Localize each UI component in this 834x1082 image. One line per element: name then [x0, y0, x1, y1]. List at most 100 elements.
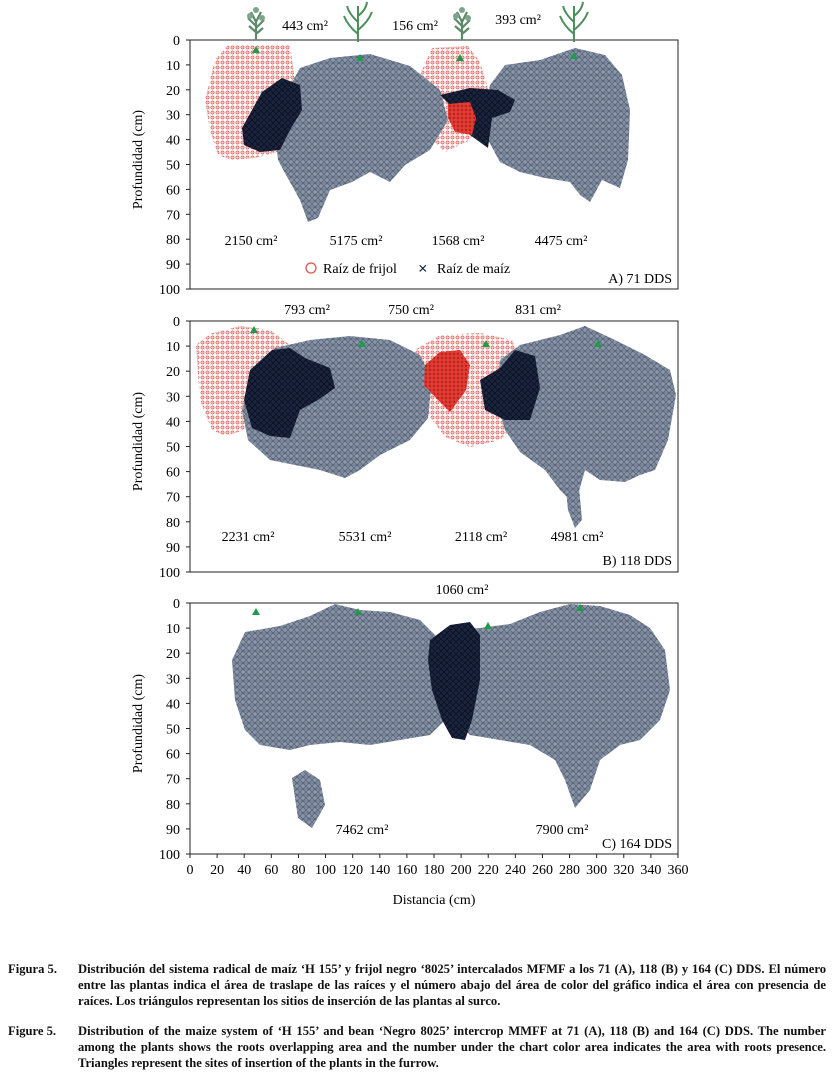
root-area-label: 2118 cm²	[455, 530, 507, 545]
y-tick-label: 60	[166, 748, 180, 763]
x-tick-label: 340	[640, 863, 661, 878]
x-tick-label: 260	[532, 863, 553, 878]
x-tick-label: 240	[505, 863, 526, 878]
panel-a-plant-marker	[356, 54, 364, 61]
root-area-label: 4981 cm²	[551, 530, 604, 545]
x-axis-label: Distancia (cm)	[393, 893, 476, 908]
panel-label: C) 164 DDS	[602, 837, 672, 852]
root-area-label: 2231 cm²	[222, 530, 275, 545]
panel-a-overlap-left	[242, 78, 302, 152]
panel-a-maize-root-right	[485, 48, 630, 202]
overlap-area-label: 443 cm²	[282, 19, 328, 34]
y-tick-label: 100	[159, 283, 180, 298]
overlap-area-label: 831 cm²	[515, 303, 561, 318]
x-tick-label: 300	[586, 863, 607, 878]
panel-c-plant-marker	[484, 622, 492, 629]
y-tick-label: 80	[166, 516, 180, 531]
x-tick-label: 160	[396, 863, 417, 878]
y-tick-label: 30	[166, 672, 180, 687]
root-area-label: 1568 cm²	[432, 234, 485, 249]
panel-b-plant-marker	[594, 340, 602, 347]
panel-label: A) 71 DDS	[608, 272, 672, 287]
y-tick-label: 0	[173, 34, 180, 49]
legend-bean-marker	[305, 262, 317, 274]
panel-c-maize-root-left-tail	[292, 770, 325, 828]
root-area-label: 5175 cm²	[330, 234, 383, 249]
panel-a-plant-marker	[570, 52, 578, 59]
y-tick-label: 50	[166, 723, 180, 738]
root-area-label: 7900 cm²	[536, 823, 589, 838]
y-tick-label: 40	[166, 697, 180, 712]
panel-b-labels: 793 cm² 750 cm² 831 cm² 2231 cm² 5531 cm² 211…	[222, 303, 672, 569]
y-tick-label: 70	[166, 773, 180, 788]
panel-c-maize-root-right	[440, 604, 670, 808]
panel-b-maize-root-tail	[565, 476, 582, 528]
panel-c-overlap	[428, 622, 480, 740]
y-tick-label: 70	[166, 208, 180, 223]
panel-b-plant-marker	[482, 340, 490, 347]
y-tick-label: 10	[166, 622, 180, 637]
x-tick-label: 320	[613, 863, 634, 878]
y-tick-label: 60	[166, 466, 180, 481]
y-tick-label: 30	[166, 390, 180, 405]
panel-c-plant-marker	[576, 604, 584, 611]
panel-b-bean-red-patch	[424, 350, 470, 412]
y-tick-label: 30	[166, 109, 180, 124]
root-area-label: 5531 cm²	[339, 530, 392, 545]
y-tick-label: 90	[166, 258, 180, 273]
legend-maize-marker: ×	[418, 259, 428, 278]
panel-a-bean-red-patch	[448, 102, 476, 135]
legend-maize-label: Raíz de maíz	[437, 262, 510, 277]
panel-a-maize-root-left	[276, 54, 448, 222]
x-tick-label: 60	[264, 863, 278, 878]
y-axis-label: Profundidad (cm)	[131, 674, 146, 773]
panel-c-plant-marker	[354, 608, 362, 615]
y-tick-label: 40	[166, 134, 180, 149]
panel-a-axes: 0 10 20 30 40 50 60 70 80 90 100 Profundidad (cm)	[131, 34, 190, 298]
y-tick-label: 90	[166, 823, 180, 838]
panel-c-axes: 0 10 20 30 40 50 60 70 80 90 100 Profundidad (cm)	[131, 597, 190, 863]
x-axis: 0 20 40 60 80 100 120 140 160 180 200 220 240 260 280 3…	[187, 854, 689, 908]
y-axis-label: Profundidad (cm)	[131, 110, 146, 209]
overlap-area-label: 750 cm²	[388, 303, 434, 318]
y-tick-label: 20	[166, 365, 180, 380]
y-tick-label: 60	[166, 183, 180, 198]
x-tick-label: 80	[291, 863, 305, 878]
y-tick-label: 10	[166, 59, 180, 74]
caption-en-text: Distribution of the maize system of ‘H 1…	[78, 1024, 826, 1070]
legend-bean-label: Raíz de frijol	[323, 262, 397, 277]
panel-b	[189, 320, 679, 573]
maize-plant-icon	[559, 1, 589, 42]
overlap-area-label: 793 cm²	[284, 303, 330, 318]
caption-es-label: Figura 5.	[8, 962, 57, 976]
panel-b-plant-marker	[358, 340, 366, 347]
y-tick-label: 50	[166, 159, 180, 174]
y-tick-label: 50	[166, 441, 180, 456]
x-tick-label: 40	[237, 863, 251, 878]
y-tick-label: 80	[166, 233, 180, 248]
panel-label: B) 118 DDS	[603, 554, 673, 569]
x-tick-label: 280	[559, 863, 580, 878]
panel-c-maize-root-left	[232, 604, 450, 750]
y-tick-label: 20	[166, 647, 180, 662]
bean-plant-icon	[453, 7, 471, 40]
panel-a-labels: 443 cm² 156 cm² 393 cm² 2150 cm² 5175 cm² 156…	[225, 13, 672, 287]
panel-c-plant-marker	[252, 608, 260, 615]
y-tick-label: 0	[173, 315, 180, 330]
x-tick-label: 20	[210, 863, 224, 878]
panel-b-overlap-left	[244, 348, 335, 438]
root-area-label: 7462 cm²	[336, 823, 389, 838]
x-tick-label: 0	[187, 863, 194, 878]
caption-es-text: Distribución del sistema radical de maíz…	[78, 962, 826, 1008]
y-tick-label: 70	[166, 491, 180, 506]
panel-a-plant-marker	[456, 54, 464, 61]
panel-a-overlap-right	[440, 88, 515, 148]
area-labels: 443 cm² 156 cm² 393 cm² 2150 cm² 5175 cm² 156…	[222, 13, 672, 852]
y-tick-label: 90	[166, 541, 180, 556]
bean-plant-icon	[247, 7, 265, 40]
panel-c	[189, 602, 679, 855]
panel-b-plant-marker	[250, 326, 258, 333]
y-tick-label: 100	[159, 566, 180, 581]
x-tick-label: 220	[478, 863, 499, 878]
